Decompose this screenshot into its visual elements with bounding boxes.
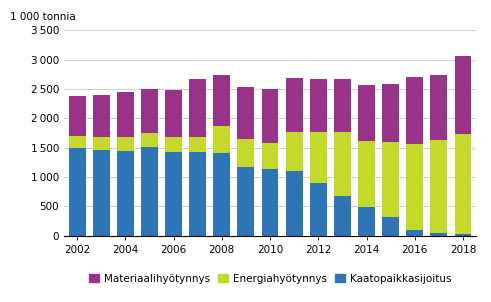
Bar: [189, 79, 206, 137]
Bar: [431, 75, 447, 140]
Bar: [165, 152, 182, 236]
Bar: [358, 141, 375, 207]
Legend: Materiaalihyötynnys, Energiahyötynnys, Kaatopaikkasijoitus: Materiaalihyötynnys, Energiahyötynnys, K…: [85, 269, 455, 288]
Bar: [69, 96, 85, 136]
Bar: [382, 84, 399, 142]
Bar: [117, 137, 134, 151]
Bar: [407, 144, 423, 230]
Bar: [407, 230, 423, 236]
Bar: [238, 139, 254, 167]
Bar: [310, 132, 327, 183]
Bar: [334, 132, 351, 196]
Text: 1 000 tonnia: 1 000 tonnia: [10, 12, 76, 22]
Bar: [262, 88, 278, 143]
Bar: [117, 92, 134, 137]
Bar: [262, 169, 278, 236]
Bar: [310, 79, 327, 132]
Bar: [189, 152, 206, 236]
Bar: [238, 87, 254, 139]
Bar: [431, 233, 447, 236]
Bar: [141, 147, 158, 236]
Bar: [69, 148, 85, 236]
Bar: [189, 137, 206, 152]
Bar: [93, 95, 109, 137]
Bar: [334, 79, 351, 132]
Bar: [117, 151, 134, 236]
Bar: [455, 134, 471, 234]
Bar: [238, 167, 254, 236]
Bar: [310, 183, 327, 236]
Bar: [214, 126, 230, 153]
Bar: [141, 89, 158, 133]
Bar: [93, 137, 109, 150]
Bar: [214, 153, 230, 236]
Bar: [382, 142, 399, 217]
Bar: [407, 77, 423, 144]
Bar: [141, 133, 158, 147]
Bar: [334, 196, 351, 236]
Bar: [455, 56, 471, 134]
Bar: [286, 132, 302, 171]
Bar: [431, 140, 447, 233]
Bar: [286, 78, 302, 132]
Bar: [69, 136, 85, 148]
Bar: [262, 143, 278, 169]
Bar: [455, 234, 471, 236]
Bar: [286, 171, 302, 236]
Bar: [93, 150, 109, 236]
Bar: [358, 85, 375, 141]
Bar: [165, 137, 182, 152]
Bar: [214, 75, 230, 126]
Bar: [358, 207, 375, 236]
Bar: [382, 217, 399, 236]
Bar: [165, 90, 182, 137]
